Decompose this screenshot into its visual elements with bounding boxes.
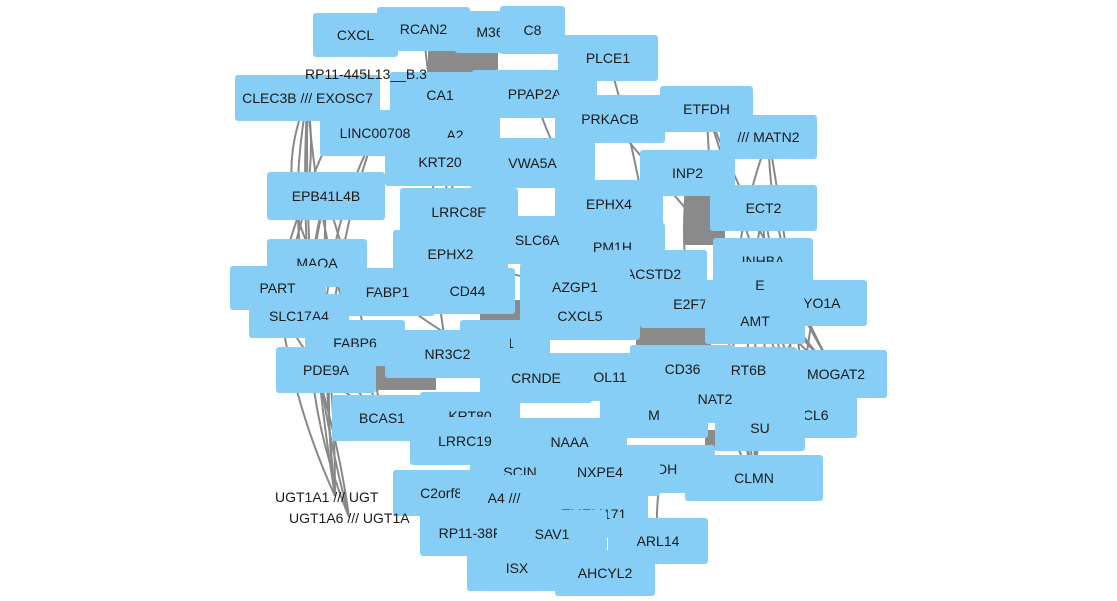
graph-node[interactable]: CD44: [420, 268, 515, 314]
graph-node[interactable]: LRRC19: [410, 417, 520, 465]
graph-node[interactable]: CLMN: [685, 455, 823, 501]
graph-node[interactable]: NXPE4: [540, 448, 660, 496]
graph-node[interactable]: PDE9A: [276, 347, 376, 393]
graph-node[interactable]: AMT: [705, 298, 805, 344]
graph-node[interactable]: RCAN2: [377, 7, 470, 51]
graph-node[interactable]: AHCYL2: [555, 550, 655, 596]
graph-node[interactable]: C8: [500, 6, 565, 54]
graph-node[interactable]: MOGAT2: [785, 350, 887, 398]
graph-node[interactable]: ISX: [467, 545, 567, 591]
graph-node[interactable]: ECT2: [710, 185, 817, 231]
graph-node[interactable]: EPB41L4B: [267, 172, 385, 220]
graph-node-label: RP11-445L13__B.3: [305, 66, 427, 82]
graph-node-label: UGT1A1 /// UGT: [275, 489, 379, 505]
graph-node[interactable]: FABP1: [340, 268, 435, 316]
graph-node[interactable]: SU: [715, 405, 805, 451]
graph-node[interactable]: /// MATN2: [720, 115, 817, 159]
graph-node-label: UGT1A6 /// UGT1A: [289, 510, 410, 526]
graph-node[interactable]: CLEC3B /// EXOSC7: [235, 75, 380, 121]
graph-node[interactable]: VWA5A: [470, 138, 595, 188]
graph-node[interactable]: PRKACB: [555, 95, 665, 143]
